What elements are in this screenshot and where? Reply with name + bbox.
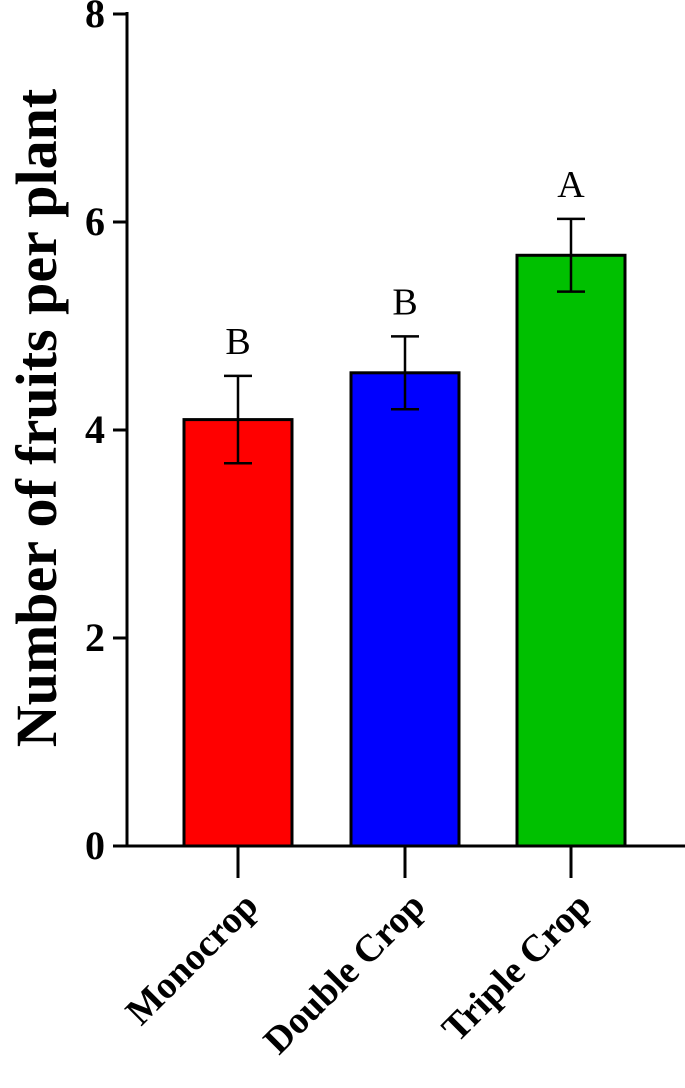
- y-tick-label: 4: [85, 407, 105, 452]
- x-tick-label: Monocrop: [118, 885, 267, 1034]
- bar-double-crop: [349, 371, 461, 848]
- y-axis-title: Number of fruits per plant: [4, 88, 69, 747]
- y-axis-title-group: Number of fruits per plant: [4, 88, 69, 747]
- error-bars-group: [224, 217, 585, 465]
- error-bar: [391, 335, 419, 411]
- x-tick-label: Triple Crop: [434, 885, 599, 1050]
- significance-label: B: [392, 281, 417, 323]
- y-tick-label: 0: [85, 823, 105, 868]
- x-tick-label: Double Crop: [256, 885, 434, 1063]
- y-tick-label: 2: [85, 615, 105, 660]
- y-tick-label: 6: [85, 199, 105, 244]
- bar-monocrop: [182, 418, 294, 848]
- significance-label: B: [225, 321, 250, 363]
- bar-triple-crop: [515, 253, 627, 848]
- error-bar: [224, 374, 252, 465]
- y-ticks-group: 0 2 4 6 8: [85, 0, 127, 868]
- significance-labels-group: B B A: [225, 164, 585, 363]
- y-tick-label: 8: [85, 0, 105, 36]
- significance-label: A: [557, 164, 585, 206]
- error-bar: [557, 217, 585, 293]
